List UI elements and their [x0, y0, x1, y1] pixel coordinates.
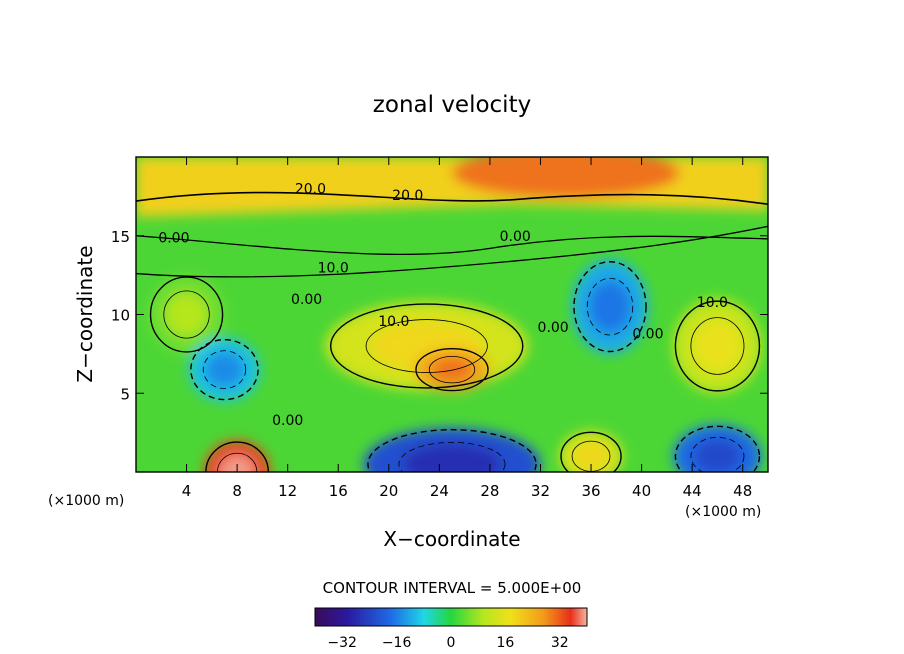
contour-inner: [202, 350, 247, 389]
contour-label: 0.00: [291, 292, 322, 308]
upper-layer-peak: [452, 157, 680, 198]
contour-10-upper: [136, 225, 768, 278]
field-anomaly-core: [589, 280, 631, 333]
x-tick-label: 36: [581, 482, 600, 500]
contour-interval-text: CONTOUR INTERVAL = 5.000E+00: [323, 579, 582, 597]
contour-label: 20.0: [392, 188, 423, 204]
colorbar: [314, 607, 588, 627]
field-anomaly-core: [403, 444, 501, 472]
x-tick-label: 32: [531, 482, 550, 500]
colorbar-tick-label: −32: [327, 635, 357, 651]
x-tick-label: 40: [632, 482, 651, 500]
contour-inner: [428, 355, 476, 384]
contour-inner: [690, 317, 745, 375]
field-anomaly-core: [219, 454, 256, 472]
contour-positive: [149, 276, 224, 353]
x-axis-unit-left: (×1000 m): [48, 493, 124, 509]
x-tick-label: 8: [232, 482, 242, 500]
contour-positive: [205, 441, 270, 472]
field-anomaly-core: [693, 438, 742, 472]
x-tick-label: 44: [683, 482, 702, 500]
contour-inner: [365, 319, 488, 373]
x-axis-label: X−coordinate: [383, 527, 520, 551]
y-tick-label: 5: [120, 385, 130, 403]
field-anomaly-core: [165, 292, 208, 337]
y-axis-label: Z−coordinate: [73, 245, 97, 382]
field-anomaly-core: [573, 442, 609, 471]
contour-label: 0.00: [632, 326, 663, 342]
contour-inner: [217, 452, 258, 472]
contour-label: 20.0: [295, 182, 326, 198]
contour-label: 0.00: [500, 229, 531, 245]
colorbar-tick-label: 32: [551, 635, 569, 651]
chart-title: zonal velocity: [373, 92, 531, 118]
y-axis-ticks: 5 10 15: [111, 228, 768, 403]
x-axis-ticks: 4 8 12 16 20 24 28 32 36 40 44 48: [182, 157, 752, 500]
field-anomaly-core: [205, 352, 244, 387]
x-tick-label: 48: [733, 482, 752, 500]
colorbar-tick-label: 0: [447, 635, 456, 651]
contour-positive: [674, 300, 761, 392]
colorbar-ticks: −32 −16 0 16 32: [327, 635, 568, 651]
contour-negative: [190, 339, 259, 401]
contour-negative: [367, 429, 537, 472]
contour-label: 0.00: [158, 230, 189, 246]
contour-0-upper: [136, 235, 768, 256]
x-tick-label: 12: [278, 482, 297, 500]
contour-inner: [690, 436, 745, 472]
x-tick-label: 4: [182, 482, 192, 500]
contour-positive: [415, 347, 489, 392]
field-anomaly-core: [693, 320, 742, 372]
x-tick-label: 20: [379, 482, 398, 500]
y-tick-label: 10: [111, 307, 130, 325]
y-tick-label: 15: [111, 228, 130, 246]
colorbar-tick-label: −16: [382, 635, 412, 651]
contour-label: 0.00: [272, 413, 303, 429]
contour-inner: [163, 290, 210, 339]
contour-label: 10.0: [378, 314, 409, 330]
contour-inner: [586, 277, 634, 336]
contour-positive: [560, 431, 622, 472]
x-tick-label: 28: [480, 482, 499, 500]
x-tick-label: 16: [329, 482, 348, 500]
contour-positive: [329, 303, 524, 389]
contour-label: 10.0: [697, 295, 728, 311]
contour-negative: [573, 261, 647, 353]
plot-field: 20.0 20.0 0.00 0.00 10.0 0.00 10.0 10.0 0.00 0.00…: [136, 157, 768, 472]
contour-20: [136, 191, 768, 206]
colorbar-tick-label: 16: [496, 635, 514, 651]
x-axis-unit-right: (×1000 m): [685, 504, 761, 520]
contour-label: 0.00: [538, 320, 569, 336]
contour-negative: [674, 425, 761, 472]
field-anomaly-core: [431, 357, 473, 382]
contour-label: 10.0: [318, 260, 349, 276]
contour-inner: [398, 441, 506, 472]
x-tick-label: 24: [430, 482, 449, 500]
